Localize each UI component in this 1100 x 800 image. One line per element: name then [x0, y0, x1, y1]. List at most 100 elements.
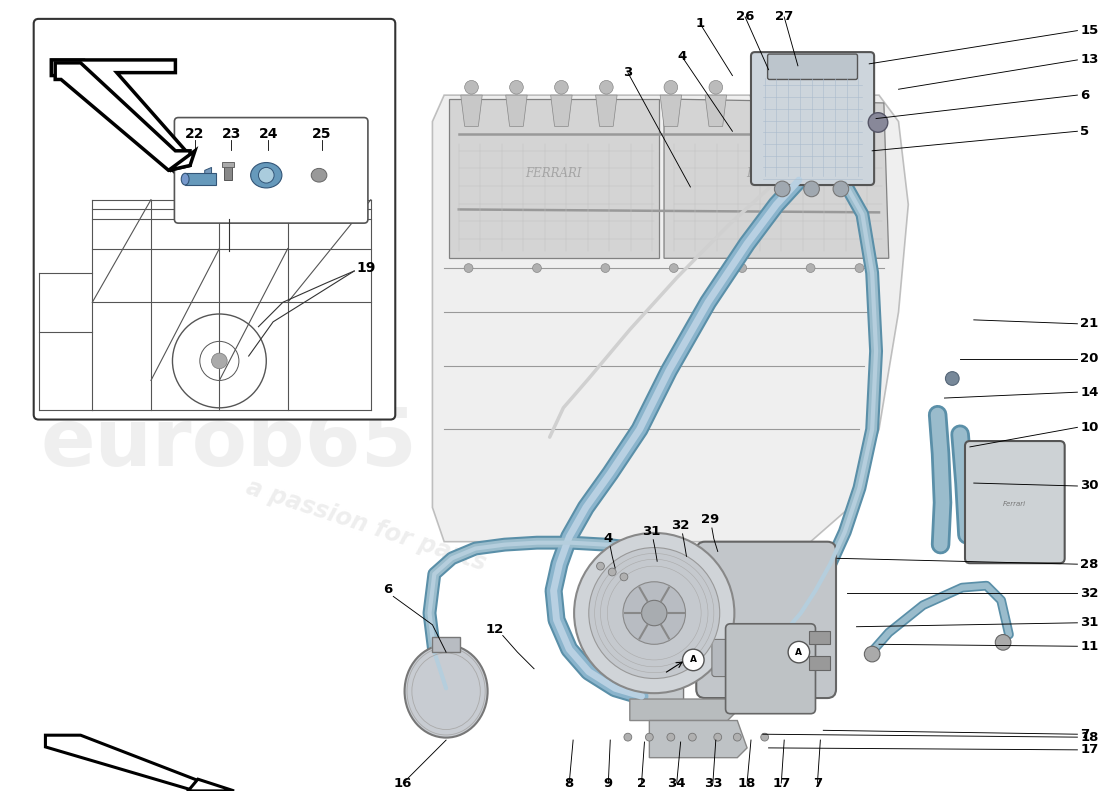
Bar: [222, 162, 234, 167]
Circle shape: [714, 734, 722, 741]
Text: 22: 22: [185, 127, 205, 141]
Ellipse shape: [182, 174, 189, 185]
Circle shape: [554, 81, 569, 94]
Circle shape: [509, 81, 524, 94]
Bar: [808, 656, 830, 670]
Text: 23: 23: [221, 127, 241, 141]
FancyBboxPatch shape: [965, 441, 1065, 563]
Circle shape: [574, 533, 735, 693]
Text: 2: 2: [637, 777, 646, 790]
Circle shape: [464, 264, 473, 273]
Text: 25: 25: [312, 127, 332, 141]
Circle shape: [623, 582, 685, 644]
Text: 6: 6: [383, 583, 392, 597]
Polygon shape: [55, 63, 190, 170]
Text: 17: 17: [1080, 743, 1099, 756]
Ellipse shape: [251, 162, 282, 188]
Polygon shape: [45, 735, 205, 791]
Circle shape: [855, 264, 864, 273]
Text: 3: 3: [624, 66, 632, 79]
Circle shape: [464, 81, 478, 94]
Polygon shape: [664, 99, 889, 258]
Circle shape: [211, 353, 228, 369]
Bar: [808, 630, 830, 644]
Text: FERRARI: FERRARI: [746, 166, 803, 180]
Circle shape: [868, 113, 888, 132]
Polygon shape: [839, 95, 860, 126]
Text: 20: 20: [1080, 353, 1099, 366]
Circle shape: [946, 372, 959, 386]
Text: 15: 15: [1080, 24, 1099, 37]
Text: 5: 5: [1080, 125, 1089, 138]
Polygon shape: [168, 151, 195, 170]
Text: eurob65: eurob65: [41, 405, 418, 483]
Circle shape: [689, 734, 696, 741]
FancyBboxPatch shape: [630, 545, 683, 705]
Polygon shape: [52, 60, 190, 170]
Text: 33: 33: [704, 777, 722, 790]
Text: 10: 10: [1080, 421, 1099, 434]
Text: 6: 6: [1080, 89, 1090, 102]
Text: 14: 14: [1080, 386, 1099, 398]
Text: 18: 18: [1080, 730, 1099, 744]
Circle shape: [683, 649, 704, 670]
Text: 29: 29: [701, 513, 719, 526]
Circle shape: [600, 81, 613, 94]
Text: 31: 31: [642, 525, 660, 538]
Circle shape: [608, 568, 616, 576]
Text: 7: 7: [813, 777, 822, 790]
FancyBboxPatch shape: [768, 54, 858, 79]
Circle shape: [774, 181, 790, 197]
Circle shape: [664, 81, 678, 94]
Circle shape: [667, 734, 674, 741]
Text: 24: 24: [258, 127, 278, 141]
Text: 26: 26: [736, 10, 755, 23]
Text: 32: 32: [1080, 587, 1099, 600]
Text: 18: 18: [738, 777, 757, 790]
Circle shape: [532, 264, 541, 273]
Polygon shape: [188, 167, 211, 183]
Polygon shape: [750, 95, 771, 126]
Text: 4: 4: [604, 532, 613, 545]
Bar: [185, 174, 217, 185]
Text: A: A: [795, 648, 802, 657]
Text: 34: 34: [668, 777, 686, 790]
Text: 12: 12: [486, 622, 504, 635]
Polygon shape: [595, 95, 617, 126]
Circle shape: [761, 734, 769, 741]
Circle shape: [738, 264, 747, 273]
Text: 16: 16: [394, 777, 412, 790]
Polygon shape: [649, 721, 747, 758]
Ellipse shape: [405, 645, 487, 738]
Text: 17: 17: [772, 777, 791, 790]
Text: 4: 4: [676, 50, 686, 62]
Bar: [224, 166, 232, 180]
FancyBboxPatch shape: [712, 639, 815, 677]
Text: 27: 27: [776, 10, 793, 23]
Text: 7: 7: [1080, 728, 1089, 741]
Circle shape: [833, 181, 849, 197]
FancyBboxPatch shape: [175, 118, 367, 223]
Polygon shape: [795, 95, 816, 126]
Polygon shape: [188, 779, 234, 791]
Circle shape: [843, 81, 857, 94]
Circle shape: [788, 642, 810, 663]
Circle shape: [734, 734, 741, 741]
Text: Ferrari: Ferrari: [1003, 501, 1026, 506]
Polygon shape: [432, 95, 909, 542]
Circle shape: [865, 646, 880, 662]
Polygon shape: [660, 95, 682, 126]
Circle shape: [646, 734, 653, 741]
Text: 8: 8: [564, 777, 574, 790]
Circle shape: [996, 634, 1011, 650]
Bar: [432, 638, 460, 652]
Circle shape: [620, 573, 628, 581]
Text: 31: 31: [1080, 616, 1099, 630]
Text: A: A: [690, 655, 696, 665]
Text: a passion for parts: a passion for parts: [243, 475, 490, 575]
Circle shape: [806, 264, 815, 273]
Text: 21: 21: [1080, 318, 1099, 330]
Circle shape: [670, 264, 679, 273]
Text: FERRARI: FERRARI: [526, 166, 582, 180]
Text: 19: 19: [356, 261, 375, 275]
